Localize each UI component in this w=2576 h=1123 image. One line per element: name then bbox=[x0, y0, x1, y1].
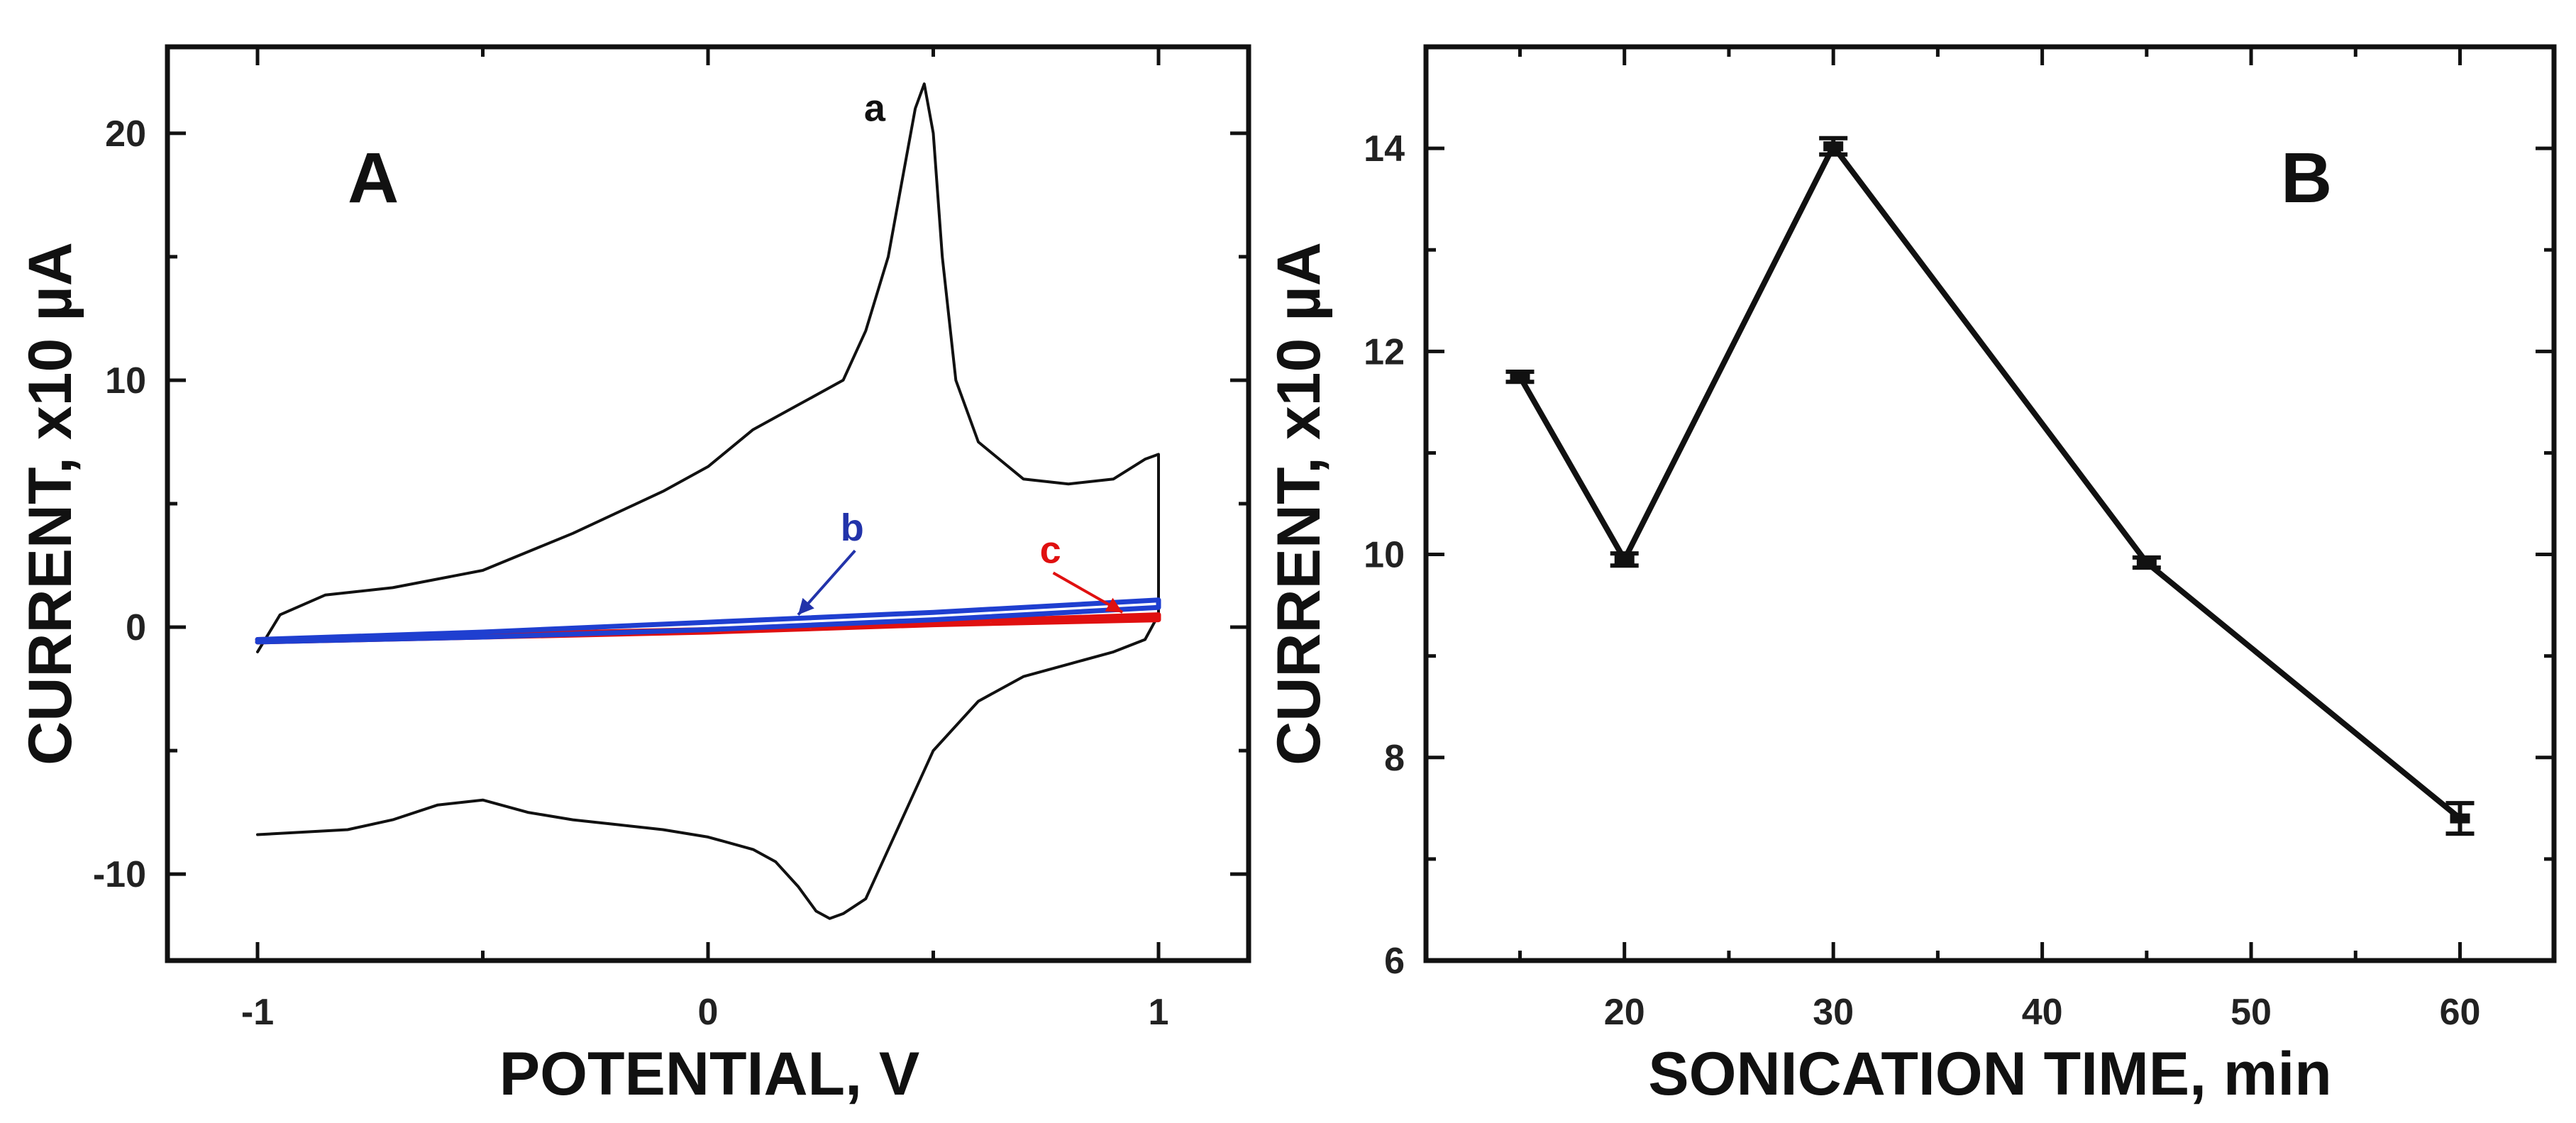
panel-b-x-tick-label: 40 bbox=[2022, 992, 2063, 1033]
panel-a-x-axis-title: POTENTIAL, V bbox=[499, 1040, 919, 1108]
panel-a-x-tick-label: 0 bbox=[698, 992, 719, 1033]
panel-a-y-axis-title: CURRENT, x10 µA bbox=[16, 242, 84, 765]
panel-b-y-axis-title: CURRENT, x10 µA bbox=[1265, 242, 1333, 765]
panel-b-data-point bbox=[1614, 554, 1635, 565]
panel-b-y-tick-label: 10 bbox=[1364, 535, 1405, 576]
panel-a-y-tick-label: 10 bbox=[105, 360, 146, 402]
panel-b-data-point bbox=[2450, 813, 2470, 824]
panel-b-data-point bbox=[1510, 372, 1530, 382]
panel-a-annotation-c-arrowhead bbox=[1105, 597, 1123, 613]
panel-b-x-tick-label: 30 bbox=[1813, 992, 1854, 1033]
panel-a-series-a-line bbox=[256, 82, 1160, 920]
panel-b-x-tick-label: 20 bbox=[1604, 992, 1645, 1033]
panel-b-y-tick-label: 14 bbox=[1364, 128, 1405, 170]
panel-a-annotation-a: a bbox=[864, 87, 886, 129]
panel-a-frame bbox=[165, 44, 1251, 963]
panel-b-y-tick-label: 12 bbox=[1364, 331, 1405, 372]
panel-a-annotation-b-arrowhead bbox=[798, 597, 814, 615]
panel-b-x-axis-title: SONICATION TIME, min bbox=[1648, 1040, 2332, 1108]
panel-a-x-tick-label: -1 bbox=[241, 992, 274, 1033]
panel-b-ticks bbox=[1426, 45, 2554, 963]
panel-b-y-tick-label: 8 bbox=[1384, 738, 1405, 779]
panel-b-tick-labels: 20 30 40 50 60 6 8 10 12 14 bbox=[1364, 128, 2480, 1033]
panel-b: 20 30 40 50 60 6 8 10 12 14 B SONICATION TIME, mi… bbox=[1265, 44, 2557, 1108]
panel-a-plot-area: a b c bbox=[255, 82, 1161, 920]
panel-b-series-current-line bbox=[1517, 143, 2463, 821]
panel-b-data-point bbox=[1823, 141, 1844, 152]
panel-b-frame bbox=[1423, 44, 2557, 963]
panel-b-x-tick-label: 50 bbox=[2230, 992, 2272, 1033]
panel-a-x-tick-label: 1 bbox=[1149, 992, 1169, 1033]
panel-a-ticks bbox=[167, 47, 1249, 961]
panel-a-y-tick-label: -10 bbox=[93, 854, 146, 895]
panel-a-letter: A bbox=[348, 138, 399, 218]
panel-b-x-tick-label: 60 bbox=[2440, 992, 2481, 1033]
panel-a-y-tick-label: 0 bbox=[126, 607, 146, 648]
panel-b-letter: B bbox=[2281, 138, 2332, 218]
panel-b-data-point bbox=[2136, 558, 2157, 568]
panel-a-annotation-c: c bbox=[1040, 529, 1061, 572]
panel-a-annotation-b: b bbox=[841, 507, 864, 549]
panel-b-plot-area bbox=[1505, 135, 2475, 836]
panel-a-y-tick-label: 20 bbox=[105, 114, 146, 155]
panel-b-y-tick-label: 6 bbox=[1384, 941, 1405, 982]
panel-a-series-b-line bbox=[255, 597, 1161, 645]
